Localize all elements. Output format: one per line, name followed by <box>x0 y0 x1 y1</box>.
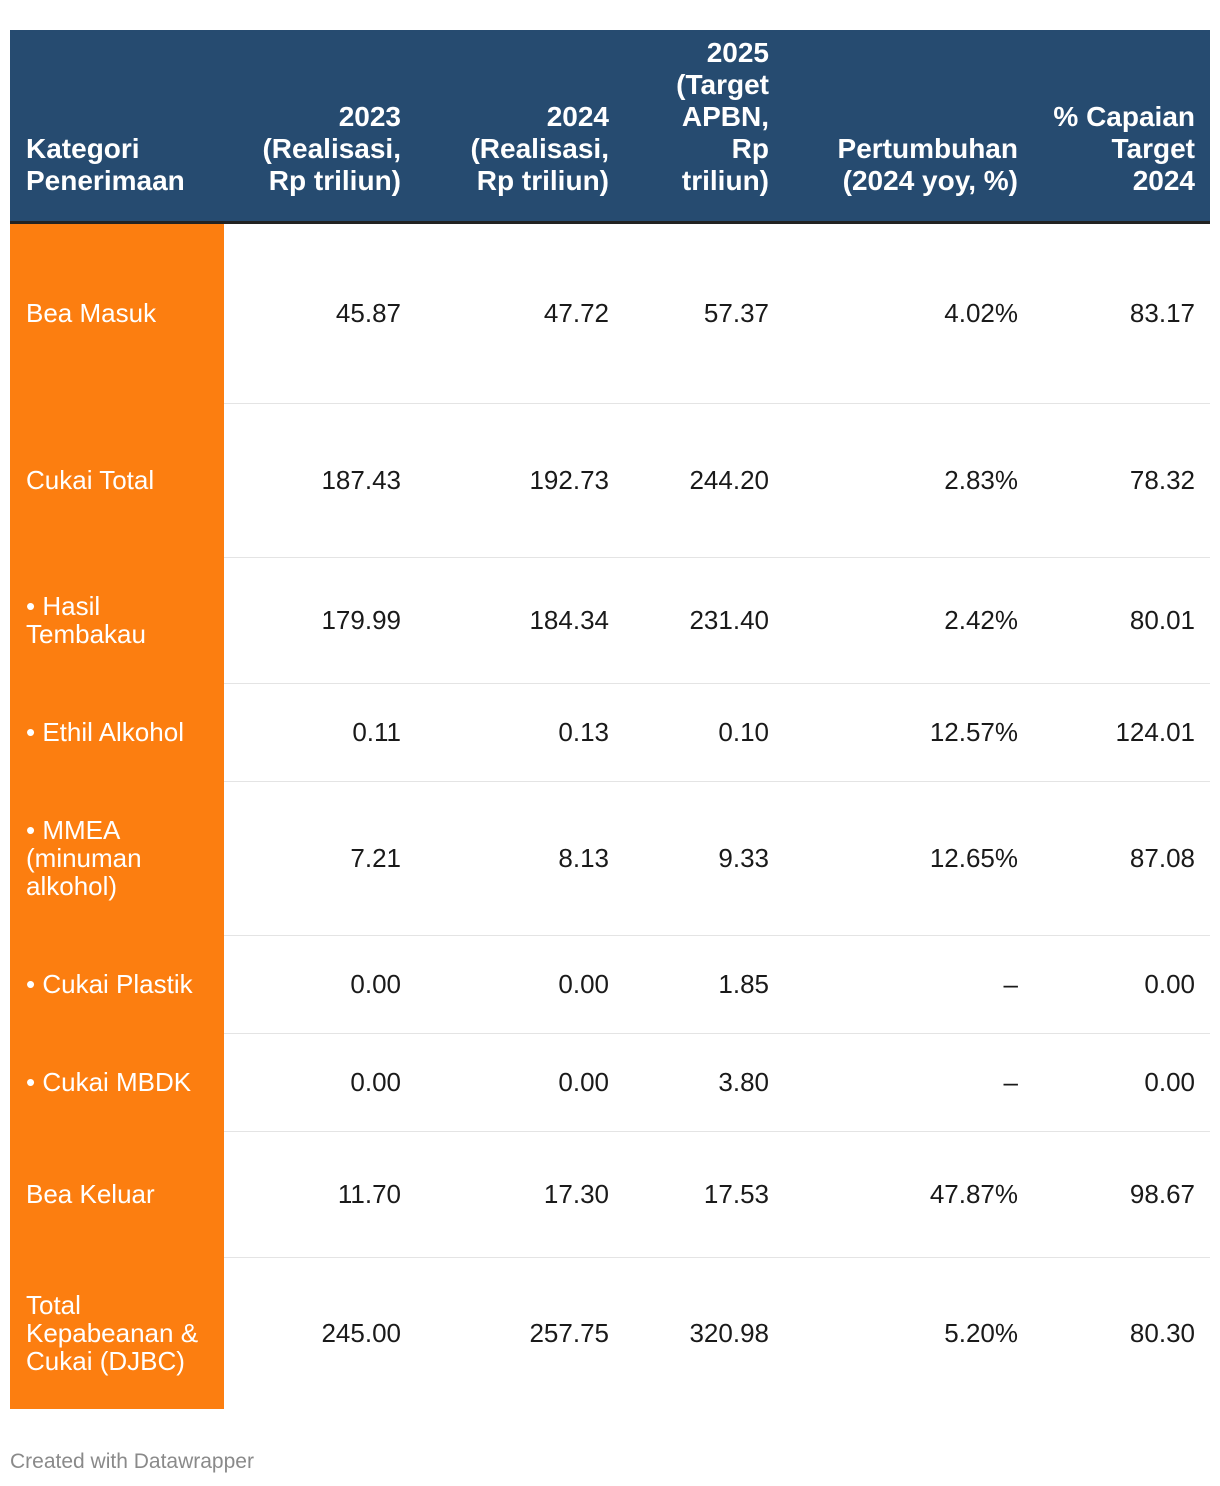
value-2025-cell: 320.98 <box>689 1318 769 1349</box>
achievement-cell: 98.67 <box>1033 1131 1210 1258</box>
growth-cell: 47.87% <box>784 1131 1033 1258</box>
value-2024-cell: 184.34 <box>416 557 624 684</box>
value-2023-cell: 187.43 <box>224 403 416 558</box>
growth-cell: 12.65% <box>784 781 1033 936</box>
header-row: Kategori Penerimaan 2023 (Realisasi, Rp … <box>10 30 1210 224</box>
table-row: Total Kepabeanan & Cukai (DJBC) 245.00 2… <box>10 1257 1210 1409</box>
value-2023-cell: 11.70 <box>224 1131 416 1258</box>
column-header-category: Kategori Penerimaan <box>10 30 224 224</box>
value-2023-cell: 0.00 <box>224 935 416 1034</box>
table-row: Bea Keluar 11.70 17.30 17.53 47.87% 98.6… <box>10 1131 1210 1258</box>
category-cell: Bea Masuk <box>10 222 224 404</box>
data-table: Kategori Penerimaan 2023 (Realisasi, Rp … <box>10 30 1210 1409</box>
growth-cell: – <box>784 935 1033 1034</box>
growth-cell: – <box>784 1033 1033 1132</box>
column-header-2024: 2024 (Realisasi, Rp triliun) <box>416 30 624 224</box>
category-cell: Bea Keluar <box>10 1131 224 1258</box>
value-2025-cell: 231.40 <box>624 557 784 684</box>
table-row: • Hasil Tembakau 179.99 184.34 231.40 2.… <box>10 557 1210 684</box>
value-2023-cell: 0.00 <box>224 1033 416 1132</box>
achievement-cell: 80.01 <box>1033 557 1210 684</box>
achievement-cell: 78.32 <box>1033 403 1210 558</box>
category-cell: • Cukai MBDK <box>10 1033 224 1132</box>
value-2025-cell: 17.53 <box>624 1131 784 1258</box>
value-2024-cell: 8.13 <box>416 781 624 936</box>
table-row: Bea Masuk 45.87 47.72 57.37 4.02% 83.17 <box>10 222 1210 404</box>
column-header-growth: Pertumbuhan (2024 yoy, %) <box>784 30 1033 224</box>
category-cell: • Cukai Plastik <box>10 935 224 1034</box>
value-2023-cell: 245.00 <box>321 1318 401 1349</box>
table-row: Cukai Total 187.43 192.73 244.20 2.83% 7… <box>10 403 1210 558</box>
achievement-cell: 80.30 <box>1129 1318 1195 1349</box>
category-cell: • Hasil Tembakau <box>10 557 224 684</box>
column-header-achievement: % Capaian Target 2024 <box>1033 30 1210 224</box>
growth-cell: 2.42% <box>784 557 1033 684</box>
value-2024-cell: 257.75 <box>529 1318 609 1349</box>
table-row: • Cukai Plastik 0.00 0.00 1.85 – 0.00 <box>10 935 1210 1034</box>
growth-cell: 4.02% <box>784 222 1033 404</box>
value-2023-cell: 0.11 <box>224 683 416 782</box>
achievement-cell: 0.00 <box>1033 935 1210 1034</box>
category-cell: Cukai Total <box>10 403 224 558</box>
growth-cell: 12.57% <box>784 683 1033 782</box>
category-cell: • MMEA (minuman alkohol) <box>10 781 224 936</box>
value-2023-cell: 7.21 <box>224 781 416 936</box>
column-header-2025-target: 2025 (Target APBN, Rp triliun) <box>624 30 784 224</box>
table-row: • MMEA (minuman alkohol) 7.21 8.13 9.33 … <box>10 781 1210 936</box>
value-2025-cell: 1.85 <box>624 935 784 1034</box>
value-2025-cell: 9.33 <box>624 781 784 936</box>
value-2024-cell: 0.00 <box>416 935 624 1034</box>
value-2024-cell: 0.13 <box>416 683 624 782</box>
category-cell: Total Kepabeanan & Cukai (DJBC) <box>10 1257 224 1409</box>
value-2023-cell: 179.99 <box>224 557 416 684</box>
column-header-2023: 2023 (Realisasi, Rp triliun) <box>224 30 416 224</box>
category-cell: • Ethil Alkohol <box>10 683 224 782</box>
value-2025-cell: 57.37 <box>624 222 784 404</box>
value-2024-cell: 0.00 <box>416 1033 624 1132</box>
value-2023-cell: 45.87 <box>224 222 416 404</box>
value-2024-cell: 192.73 <box>416 403 624 558</box>
value-2025-cell: 244.20 <box>624 403 784 558</box>
growth-cell: 5.20% <box>944 1318 1018 1349</box>
achievement-cell: 83.17 <box>1033 222 1210 404</box>
datawrapper-credit[interactable]: Created with Datawrapper <box>10 1450 254 1473</box>
table-row: • Ethil Alkohol 0.11 0.13 0.10 12.57% 12… <box>10 683 1210 782</box>
achievement-cell: 87.08 <box>1033 781 1210 936</box>
value-2024-cell: 17.30 <box>416 1131 624 1258</box>
achievement-cell: 124.01 <box>1033 683 1210 782</box>
table-row: • Cukai MBDK 0.00 0.00 3.80 – 0.00 <box>10 1033 1210 1132</box>
achievement-cell: 0.00 <box>1033 1033 1210 1132</box>
value-2024-cell: 47.72 <box>416 222 624 404</box>
value-2025-cell: 3.80 <box>624 1033 784 1132</box>
growth-cell: 2.83% <box>784 403 1033 558</box>
value-2025-cell: 0.10 <box>624 683 784 782</box>
